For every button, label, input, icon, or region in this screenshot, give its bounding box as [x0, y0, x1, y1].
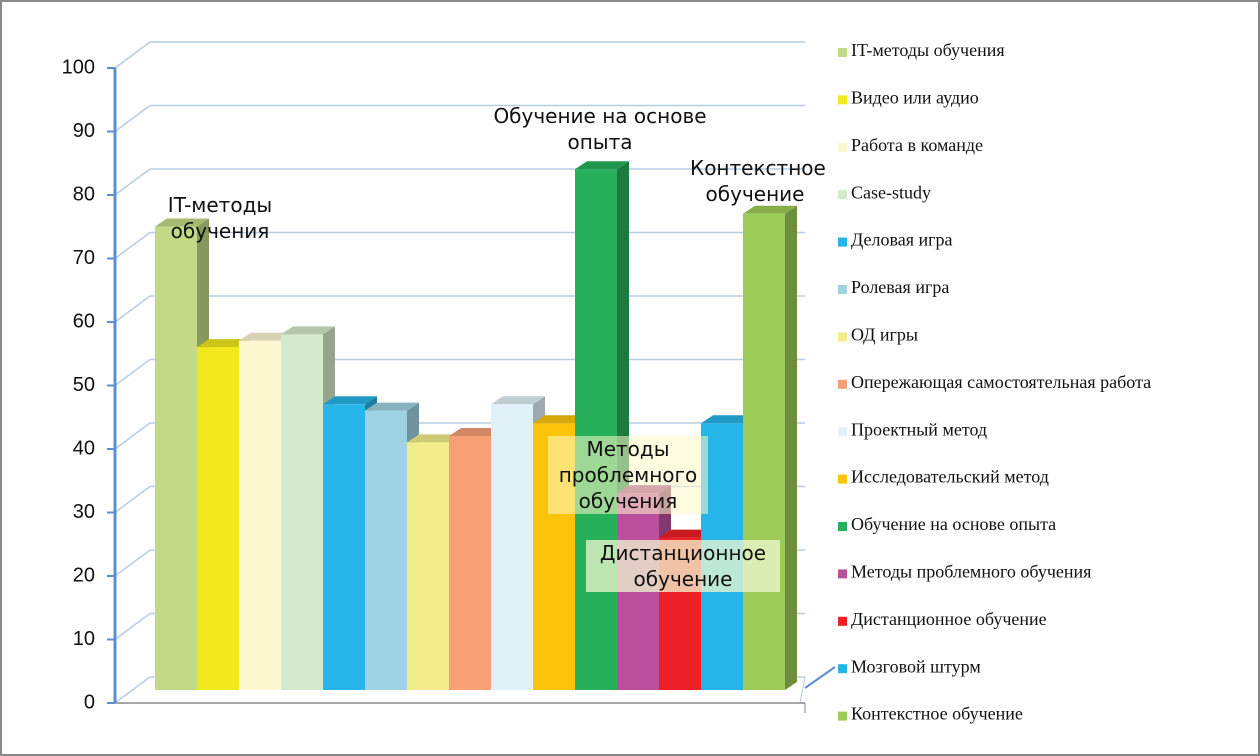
bar	[491, 404, 533, 690]
legend-label: Обучение на основе опыта	[851, 514, 1056, 534]
bar-top	[155, 218, 209, 227]
legend-swatch	[838, 237, 847, 247]
legend-swatch	[838, 522, 847, 531]
bar-top	[239, 332, 293, 341]
bar-side	[785, 205, 797, 690]
bar	[197, 347, 239, 690]
legend-swatch	[838, 95, 847, 105]
bar	[323, 404, 365, 690]
y-tick-label: 30	[73, 501, 95, 523]
bar-top	[743, 205, 797, 214]
legend-label: Контекстное обучение	[851, 704, 1023, 724]
legend-label: Опережающая самостоятельная работа	[851, 372, 1151, 392]
bar-top	[533, 415, 587, 424]
legend-swatch	[838, 190, 847, 200]
grid-line	[114, 41, 805, 69]
y-tick-label: 100	[62, 56, 95, 78]
bar	[155, 226, 197, 690]
legend-swatch	[838, 616, 847, 626]
legend-label: Ролевая игра	[851, 277, 949, 297]
legend-label: Деловая игра	[851, 230, 953, 250]
floor-edge	[804, 666, 836, 689]
y-tick-label: 70	[73, 247, 95, 269]
legend-swatch	[838, 711, 847, 721]
legend-swatch	[838, 332, 847, 342]
y-tick-label: 90	[73, 120, 95, 142]
data-label: Контекстное обучение	[690, 156, 826, 206]
bar-top	[449, 428, 503, 436]
y-tick-label: 0	[84, 691, 95, 713]
legend-label: Работа в команде	[851, 135, 983, 155]
y-tick-label: 40	[73, 437, 95, 459]
bar	[743, 213, 785, 690]
data-label: Дистанционное обучение	[586, 540, 780, 592]
legend-label: Мозговой штурм	[851, 656, 981, 676]
legend-label: IT-методы обучения	[851, 40, 1005, 60]
legend-label: Case-study	[851, 182, 931, 202]
legend-label: Дистанционное обучение	[851, 609, 1047, 629]
bar	[281, 334, 323, 690]
bar-top	[575, 161, 629, 170]
y-tick-label: 50	[73, 374, 95, 396]
data-label: Методы проблемного обучения	[548, 436, 708, 514]
data-label: Обучение на основе опыта	[493, 104, 707, 154]
legend-label: ОД игры	[851, 325, 918, 345]
legend-swatch	[838, 142, 847, 152]
legend-swatch	[838, 569, 847, 579]
legend-swatch	[838, 379, 847, 389]
bar	[575, 169, 617, 691]
bar	[239, 340, 281, 690]
legend-swatch	[838, 427, 847, 437]
legend-swatch	[838, 474, 847, 484]
legend-label: Видео или аудио	[851, 88, 979, 108]
bar-top	[323, 396, 377, 405]
bar-top	[365, 402, 419, 411]
legend-swatch	[838, 285, 847, 294]
legend-swatch	[838, 48, 847, 57]
bar-top	[659, 529, 713, 538]
bar-top	[407, 434, 461, 443]
legend-label: Исследовательский метод	[851, 467, 1049, 487]
grid-line	[114, 295, 805, 323]
bar-top	[281, 326, 335, 335]
bar-top	[197, 339, 251, 348]
legend-label: Методы проблемного обучения	[851, 562, 1091, 582]
legend-label: Проектный метод	[851, 419, 987, 439]
y-tick-label: 10	[73, 628, 95, 650]
y-tick-label: 80	[73, 183, 95, 205]
data-label: IT-методы обучения	[167, 193, 273, 243]
grid-line	[114, 104, 805, 133]
bar-top	[701, 415, 755, 424]
bar	[407, 442, 449, 690]
bar-top	[491, 396, 545, 405]
legend-swatch	[838, 664, 847, 674]
y-tick-label: 60	[73, 310, 95, 332]
bar	[449, 436, 491, 690]
bar	[365, 410, 407, 690]
y-tick-label: 20	[73, 564, 95, 586]
